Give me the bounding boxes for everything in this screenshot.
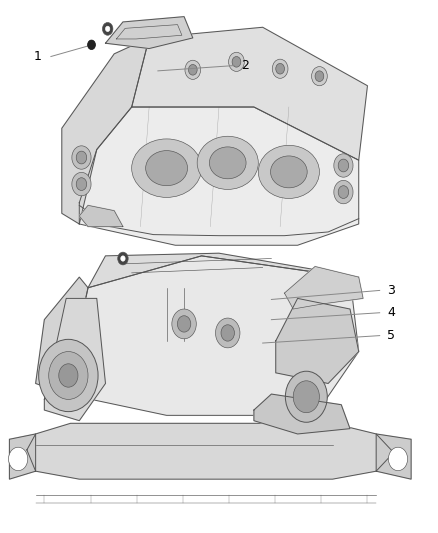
Ellipse shape — [271, 156, 307, 188]
Polygon shape — [66, 256, 359, 415]
Circle shape — [72, 146, 91, 169]
Circle shape — [315, 71, 324, 82]
Circle shape — [102, 22, 113, 35]
Ellipse shape — [132, 139, 201, 197]
Circle shape — [232, 56, 241, 67]
Text: 2: 2 — [241, 59, 249, 72]
Circle shape — [221, 325, 234, 341]
Polygon shape — [276, 298, 359, 383]
Circle shape — [229, 52, 244, 71]
Text: 1: 1 — [34, 50, 42, 63]
Polygon shape — [62, 38, 149, 224]
Ellipse shape — [146, 151, 187, 185]
Circle shape — [172, 309, 196, 339]
Circle shape — [88, 41, 95, 49]
Circle shape — [389, 447, 408, 471]
Circle shape — [76, 151, 87, 164]
Circle shape — [334, 180, 353, 204]
Circle shape — [121, 256, 125, 261]
Circle shape — [39, 340, 98, 411]
Polygon shape — [27, 423, 394, 479]
Polygon shape — [44, 298, 106, 421]
Polygon shape — [10, 434, 35, 479]
Polygon shape — [88, 253, 359, 288]
Circle shape — [9, 447, 28, 471]
Circle shape — [76, 177, 87, 190]
Circle shape — [59, 364, 78, 387]
Polygon shape — [376, 434, 411, 479]
Circle shape — [106, 26, 110, 31]
Polygon shape — [132, 27, 367, 160]
Circle shape — [185, 60, 201, 79]
Circle shape — [334, 154, 353, 177]
Polygon shape — [79, 205, 123, 227]
Circle shape — [118, 252, 128, 265]
Circle shape — [276, 63, 285, 74]
Polygon shape — [106, 17, 193, 49]
Circle shape — [72, 172, 91, 196]
Text: 3: 3 — [388, 284, 396, 297]
Polygon shape — [79, 107, 359, 245]
Circle shape — [338, 185, 349, 198]
Circle shape — [215, 318, 240, 348]
Circle shape — [311, 67, 327, 86]
Circle shape — [49, 352, 88, 399]
Polygon shape — [285, 266, 363, 309]
Circle shape — [272, 59, 288, 78]
Circle shape — [338, 159, 349, 172]
Circle shape — [177, 316, 191, 332]
Ellipse shape — [258, 146, 319, 198]
Circle shape — [188, 64, 197, 75]
Text: 5: 5 — [388, 329, 396, 342]
Ellipse shape — [197, 136, 258, 189]
Polygon shape — [254, 394, 350, 434]
Polygon shape — [35, 277, 88, 394]
Text: 4: 4 — [388, 306, 396, 319]
Circle shape — [293, 381, 319, 413]
Ellipse shape — [209, 147, 246, 179]
Circle shape — [286, 371, 327, 422]
Circle shape — [88, 40, 95, 50]
